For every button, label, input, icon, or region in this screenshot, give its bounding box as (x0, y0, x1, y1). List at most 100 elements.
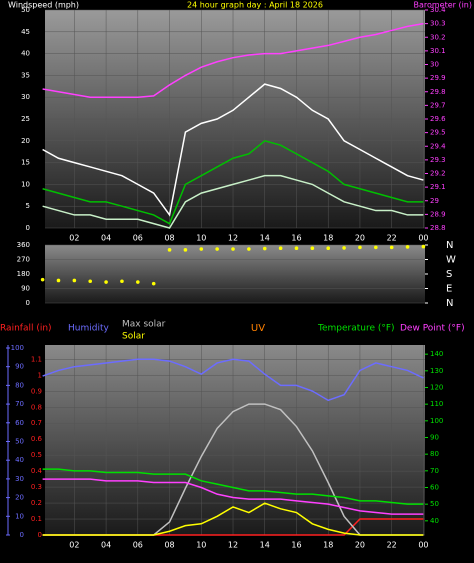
x-tick-label: 16 (291, 234, 301, 243)
y2-tick-label: 30.1 (430, 47, 446, 55)
y-tick-label: 0 (38, 531, 42, 539)
point (294, 246, 299, 251)
y3-tick-label: 30 (15, 475, 24, 483)
y-tick-label: 0.8 (31, 403, 42, 411)
y3-tick-label: 0 (20, 531, 24, 539)
y3-tick-label: 60 (15, 419, 24, 427)
y-tick-label: 45 (21, 28, 30, 36)
y-tick-label: 0.2 (31, 499, 42, 507)
y-tick-label: 50 (21, 6, 30, 14)
y-tick-label: 0.5 (31, 451, 42, 459)
y-tick-label: 0.4 (31, 467, 43, 475)
point (310, 246, 315, 251)
x-tick-label: 16 (291, 541, 301, 550)
point (358, 245, 362, 250)
y2-tick-label: 29.5 (430, 129, 446, 137)
y-tick-label: 15 (21, 159, 30, 167)
x-tick-label: 14 (260, 234, 270, 243)
y2-tick-label: 29.9 (430, 74, 446, 82)
y3-tick-label: 100 (11, 344, 24, 352)
x-tick-label: 12 (228, 541, 238, 550)
legend-label: Max solar (122, 320, 166, 330)
series-line (42, 83, 424, 217)
plot-area (45, 345, 425, 535)
x-tick-label: 10 (196, 234, 206, 243)
y2-tick-label: N (446, 298, 453, 309)
point (374, 245, 378, 250)
series-line (42, 139, 424, 225)
y2-tick-label: 90 (430, 434, 439, 442)
y2-tick-label: 140 (430, 350, 443, 358)
point (72, 278, 77, 283)
x-tick-label: 06 (133, 234, 143, 243)
series-line (42, 502, 424, 536)
y-tick-label: 0.6 (31, 435, 43, 443)
point (342, 246, 346, 250)
y2-tick-label: 29.4 (430, 142, 446, 150)
y2-tick-label: 50 (430, 500, 439, 508)
y2-tick-label: W (446, 255, 456, 266)
x-tick-label: 00 (418, 234, 428, 243)
y2-tick-label: 29.3 (430, 156, 446, 164)
y3-tick-label: 70 (15, 400, 24, 408)
point (215, 247, 219, 251)
y2-tick-label: S (446, 269, 452, 280)
point (199, 247, 204, 251)
y2-tick-label: 29.2 (430, 170, 446, 178)
x-tick-label: 00 (418, 541, 428, 550)
x-tick-label: 14 (260, 541, 270, 550)
point (262, 246, 267, 251)
y-tick-label: 0.3 (31, 483, 42, 491)
point (40, 277, 45, 282)
y2-tick-label: 30 (430, 61, 439, 69)
y3-tick-label: 80 (15, 381, 24, 389)
y3-tick-label: 20 (15, 494, 24, 502)
point (88, 279, 93, 284)
legend-label: UV (251, 323, 265, 334)
x-tick-label: 22 (387, 541, 397, 550)
y2-tick-label: 29 (430, 197, 439, 205)
y-tick-label: 180 (17, 270, 30, 278)
series-line (42, 174, 424, 229)
y-tick-label: 20 (21, 137, 30, 145)
x-tick-label: 06 (133, 541, 143, 550)
series-line (42, 358, 424, 402)
y3-tick-label: 40 (15, 456, 24, 464)
y3-tick-label: 90 (15, 363, 24, 371)
y-tick-label: 35 (21, 71, 30, 79)
y2-tick-label: N (446, 240, 453, 251)
y2-tick-label: 60 (430, 484, 439, 492)
y2-tick-label: 110 (430, 400, 443, 408)
point (389, 245, 394, 250)
series-line (42, 478, 424, 515)
x-tick-label: 18 (323, 234, 333, 243)
series-line (42, 468, 424, 505)
x-tick-label: 12 (228, 234, 238, 243)
y2-tick-label: 130 (430, 367, 443, 375)
x-tick-label: 04 (101, 234, 111, 243)
y-tick-label: 270 (17, 256, 30, 264)
y2-tick-label: 29.1 (430, 183, 446, 191)
y2-tick-label: 80 (430, 450, 439, 458)
y-tick-label: 10 (21, 180, 30, 188)
y-tick-label: 0.1 (31, 515, 42, 523)
point (247, 247, 251, 251)
y-tick-label: 0 (26, 224, 30, 232)
y-tick-label: 30 (21, 93, 30, 101)
point (183, 248, 188, 252)
legend-label: Dew Point (°F) (400, 324, 465, 334)
y2-tick-label: 28.9 (430, 210, 446, 218)
x-tick-label: 08 (164, 234, 174, 243)
y-tick-label: 40 (21, 50, 30, 58)
y2-tick-label: 29.6 (430, 115, 446, 123)
y3-tick-label: 10 (15, 512, 24, 520)
point (104, 280, 108, 284)
x-tick-label: 20 (355, 541, 365, 550)
y2-tick-label: 30.2 (430, 33, 446, 41)
legend-label: Solar (122, 332, 145, 342)
y2-axis-label: Barometer (in) (413, 1, 472, 10)
chart-title: 24 hour graph day : April 18 2026 (187, 1, 323, 10)
y-tick-label: 360 (17, 241, 30, 249)
y2-tick-label: 29.8 (430, 88, 446, 96)
